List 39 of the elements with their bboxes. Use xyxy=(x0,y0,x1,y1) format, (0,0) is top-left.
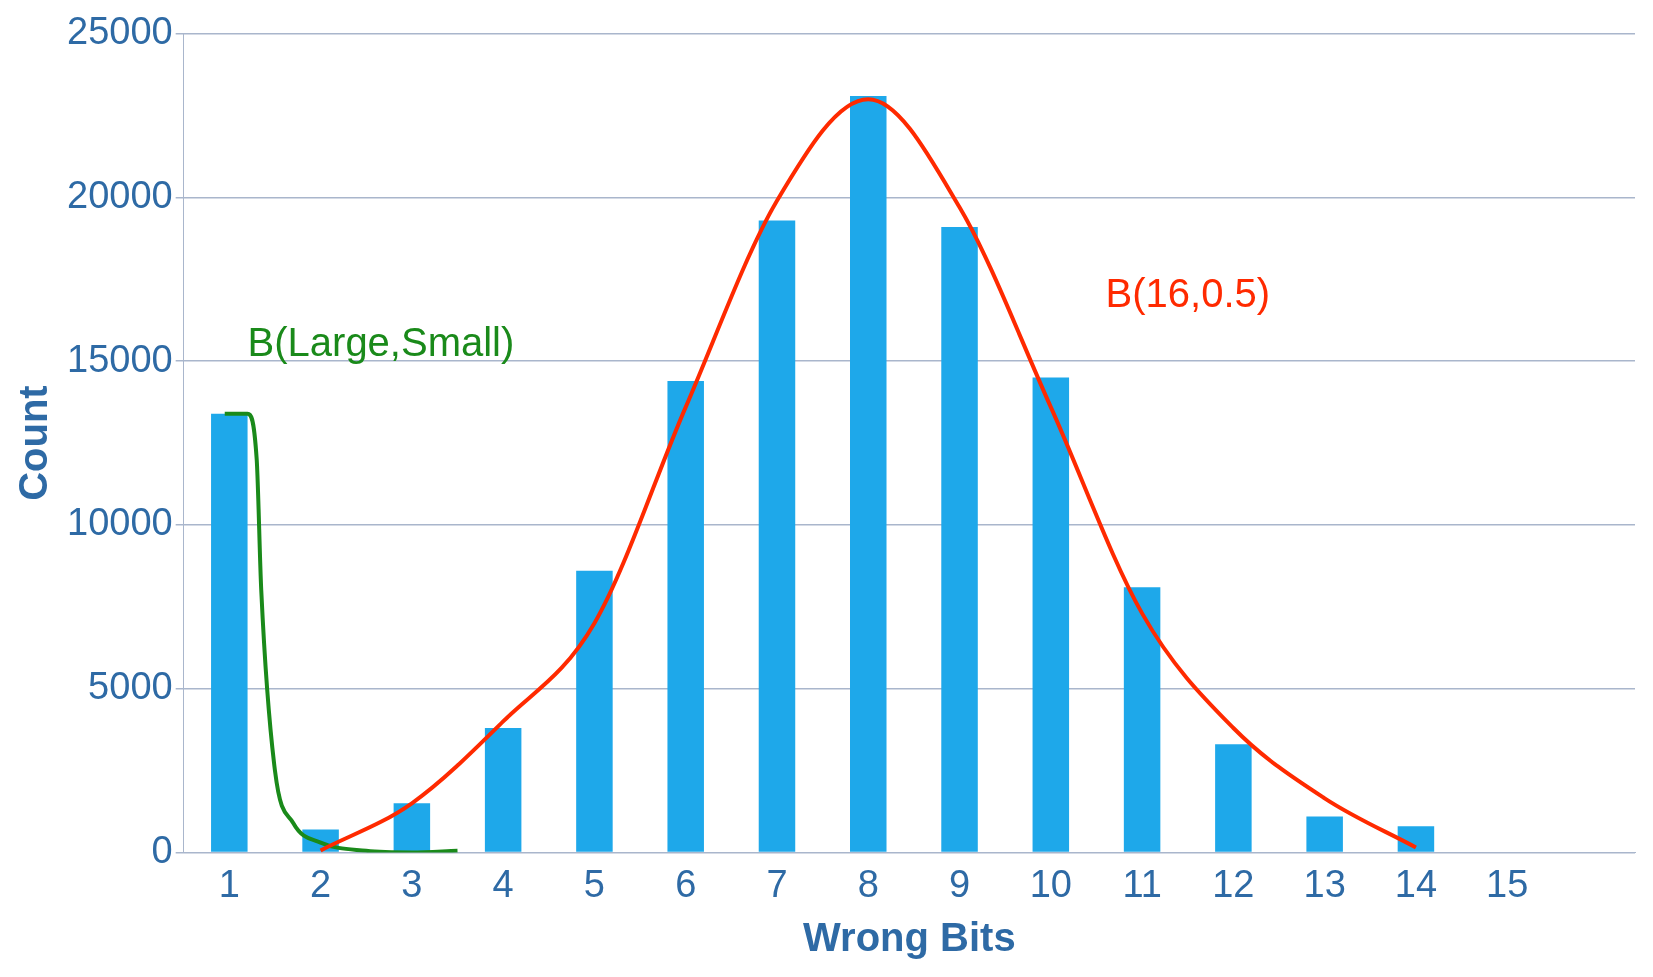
x-tick-label: 5 xyxy=(583,862,605,905)
bar xyxy=(1215,744,1252,852)
y-tick-label: 5000 xyxy=(88,665,173,708)
x-tick-label: 11 xyxy=(1122,862,1162,905)
y-tick-label: 25000 xyxy=(67,10,173,53)
x-tick-label: 3 xyxy=(401,862,423,905)
y-tick-label: 15000 xyxy=(67,337,173,380)
y-tick-label: 10000 xyxy=(67,501,173,544)
x-tick-label: 7 xyxy=(766,862,788,905)
bar xyxy=(1397,826,1435,852)
bar xyxy=(1123,587,1161,852)
y-tick-label: 20000 xyxy=(67,174,173,216)
bar xyxy=(393,803,431,852)
bar xyxy=(576,570,613,852)
x-tick-label: 2 xyxy=(310,862,332,905)
x-tick-label: 14 xyxy=(1394,862,1438,905)
x-tick-label: 13 xyxy=(1303,862,1346,905)
bar xyxy=(1032,377,1070,852)
x-tick-label: 6 xyxy=(675,862,697,905)
x-tick-label: 15 xyxy=(1486,862,1529,905)
bar xyxy=(484,727,522,852)
line-series xyxy=(222,411,460,853)
x-tick-label: 9 xyxy=(948,862,971,905)
series-label: B(Large,Small) xyxy=(247,319,515,364)
x-tick-label: 8 xyxy=(857,862,879,905)
y-tick-label: 0 xyxy=(151,828,173,871)
bar xyxy=(941,226,978,852)
bar xyxy=(667,380,704,852)
x-axis-title: Wrong Bits xyxy=(803,915,1016,960)
bar xyxy=(1306,816,1343,852)
bar xyxy=(850,96,887,852)
x-tick-label: 4 xyxy=(492,862,514,905)
x-tick-label: 10 xyxy=(1029,862,1072,905)
x-tick-label: 12 xyxy=(1212,862,1255,905)
y-axis-title: Count xyxy=(11,385,56,501)
bar xyxy=(758,220,796,852)
bar xyxy=(211,413,248,852)
x-tick-label: 1 xyxy=(218,862,240,905)
text: B(16,0.5) xyxy=(1105,270,1271,315)
